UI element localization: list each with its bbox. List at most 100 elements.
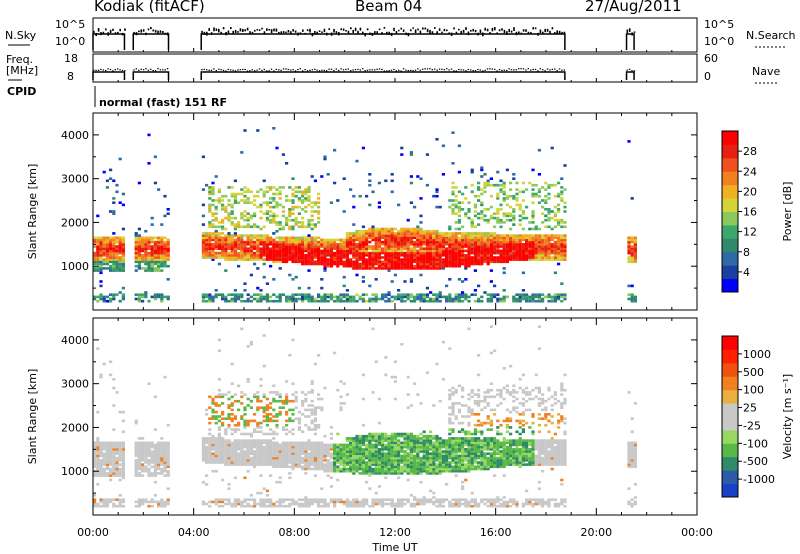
power-cell — [413, 249, 417, 253]
power-cell — [547, 254, 551, 257]
velocity-cell — [355, 437, 359, 440]
velocity-cell — [237, 445, 241, 449]
power-cell — [105, 240, 109, 244]
power-cell — [406, 267, 410, 270]
velocity-cell — [355, 504, 359, 508]
power-cell — [269, 214, 273, 218]
power-cell — [99, 243, 103, 246]
power-cell — [93, 245, 97, 248]
velocity-cell — [211, 408, 215, 412]
power-cell — [518, 295, 522, 299]
nave-point — [446, 68, 448, 70]
power-cell — [563, 201, 567, 204]
velocity-cell — [278, 504, 282, 508]
velocity-cell — [259, 445, 263, 449]
power-cell — [278, 295, 282, 299]
velocity-cell — [355, 443, 359, 447]
power-cell — [397, 243, 401, 246]
velocity-cell — [342, 502, 346, 506]
power-cell — [521, 289, 525, 292]
velocity-cell — [352, 498, 356, 501]
power-cell — [387, 249, 391, 253]
velocity-cell — [281, 500, 285, 504]
power-cell — [93, 258, 97, 261]
power-cell — [550, 236, 554, 240]
velocity-cell — [208, 448, 212, 451]
power-cell — [237, 245, 241, 248]
velocity-cell — [323, 434, 327, 438]
power-cell — [505, 240, 509, 244]
power-cell — [435, 264, 439, 268]
power-cell — [336, 295, 340, 299]
power-cell — [163, 247, 167, 250]
power-cell — [406, 218, 410, 222]
velocity-cell — [201, 443, 205, 447]
power-cell — [377, 229, 381, 233]
power-cell — [297, 186, 301, 189]
power-cell — [288, 254, 292, 257]
nsearch-point — [311, 32, 314, 37]
power-cell — [397, 262, 401, 266]
power-cell — [541, 249, 545, 253]
power-cell — [361, 280, 365, 283]
power-cell — [496, 216, 500, 220]
velocity-cell — [291, 338, 295, 342]
power-cell — [157, 188, 161, 191]
power-cell — [278, 249, 282, 253]
nsearch-point — [453, 27, 455, 30]
power-cell — [448, 247, 452, 250]
power-cell — [461, 208, 465, 211]
power-cell — [163, 194, 167, 198]
nsearch-point — [297, 32, 299, 36]
velocity-cell — [160, 445, 164, 449]
power-cell — [509, 254, 513, 257]
power-cell — [320, 258, 324, 261]
power-cell — [381, 297, 385, 301]
power-cell — [214, 243, 218, 246]
power-cell — [633, 254, 637, 257]
power-cell — [96, 295, 100, 299]
power-cell — [557, 181, 561, 185]
power-cell — [281, 225, 285, 229]
power-cell — [563, 256, 567, 259]
nave-point — [422, 68, 424, 70]
velocity-cell — [313, 452, 317, 455]
power-cell — [409, 249, 413, 253]
power-cell — [505, 168, 509, 172]
nsearch-point — [530, 32, 532, 34]
power-cell — [384, 229, 388, 233]
power-cell — [230, 210, 234, 213]
power-cell — [240, 251, 244, 255]
velocity-cell — [265, 454, 269, 458]
velocity-cell — [256, 441, 260, 445]
power-cell — [467, 254, 471, 257]
power-cell — [496, 183, 500, 187]
power-cell — [141, 295, 145, 299]
velocity-cell — [153, 465, 157, 469]
power-cell — [320, 299, 324, 303]
power-cell — [537, 234, 541, 237]
power-cell — [509, 181, 513, 185]
power-cell — [150, 249, 154, 253]
velocity-cell — [313, 448, 317, 451]
power-cell — [537, 243, 541, 246]
power-cell — [118, 236, 122, 240]
velocity-cell — [134, 445, 138, 449]
power-cell — [457, 238, 461, 242]
power-cell — [461, 251, 465, 255]
power-cell — [224, 295, 228, 299]
velocity-cell — [361, 452, 365, 455]
power-cell — [166, 212, 170, 215]
velocity-cell — [153, 459, 157, 462]
power-cell — [560, 295, 564, 299]
velocity-cell — [163, 443, 167, 447]
power-cell — [630, 254, 634, 257]
velocity-cell — [323, 454, 327, 458]
velocity-cell — [313, 413, 317, 416]
power-cell — [291, 256, 295, 259]
power-cell — [246, 197, 250, 200]
power-cell — [230, 234, 234, 237]
power-cell — [349, 249, 353, 253]
nsearch-point — [410, 29, 412, 32]
power-cell — [486, 251, 490, 255]
